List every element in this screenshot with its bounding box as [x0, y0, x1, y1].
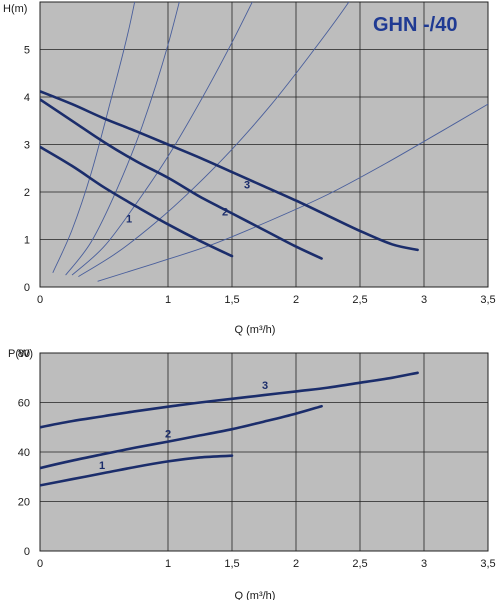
- power-curve-label-2: 2: [165, 429, 171, 441]
- head-x-tick-label: 2,5: [352, 294, 367, 306]
- power-curve-1: [40, 454, 234, 487]
- head-x-tick-label: 1: [165, 294, 171, 306]
- power-x-axis-title: Q (m³/h): [235, 590, 276, 600]
- power-chart: 0 1 1,5 2 2,5 3 3,5 0 20 40 60 80P(W) Q (m³/h) 1 2 3: [8, 348, 496, 600]
- power-x-tick-label: 3: [421, 558, 427, 570]
- power-series-group: [40, 371, 419, 487]
- head-curve-3: [40, 90, 419, 252]
- head-x-tick-label: 2: [293, 294, 299, 306]
- power-curve-3: [40, 371, 419, 429]
- head-curve-label-1: 1: [126, 213, 132, 225]
- head-system-curve-3: [71, 2, 253, 276]
- head-y-tick-label: 3: [24, 140, 30, 152]
- head-x-tick-label: 1,5: [224, 294, 239, 306]
- head-y-axis-title: H(m): [3, 3, 27, 15]
- head-curve-label-2: 2: [222, 206, 228, 218]
- power-y-tick-label: 40: [18, 447, 30, 459]
- head-y-tick-label: 1: [24, 235, 30, 247]
- power-x-tick-label: 1: [165, 558, 171, 570]
- head-y-tick-label: 0: [24, 282, 30, 294]
- head-x-tick-label: 3,5: [480, 294, 495, 306]
- power-x-tick-label: 2,5: [352, 558, 367, 570]
- power-x-tick-label: 2: [293, 558, 299, 570]
- power-x-tick-label: 3,5: [480, 558, 495, 570]
- power-x-tick-label: 1,5: [224, 558, 239, 570]
- model-title: GHN -/40: [373, 14, 457, 36]
- head-y-tick-label: 5: [24, 45, 30, 57]
- power-x-tick-label: 0: [37, 558, 43, 570]
- power-y-tick-label: 60: [18, 398, 30, 410]
- head-chart: 0 1 1,5 2 2,5 3 3,5 0 1 2 3 4 5 H(m) Q (m³/h) 1 2 3: [3, 1, 496, 336]
- power-curve-label-3: 3: [262, 380, 268, 392]
- head-y-tick-label: 2: [24, 187, 30, 199]
- head-system-curve-2: [65, 2, 180, 276]
- power-curve-label-1: 1: [99, 460, 105, 472]
- power-curve-2: [40, 404, 323, 470]
- head-x-axis-title: Q (m³/h): [235, 324, 276, 336]
- head-system-curve-1: [52, 2, 136, 273]
- head-x-tick-label: 3: [421, 294, 427, 306]
- power-y-tick-label: 0: [24, 546, 30, 558]
- head-curve-1: [40, 145, 234, 258]
- head-curve-label-3: 3: [244, 179, 250, 191]
- head-x-tick-label: 0: [37, 294, 43, 306]
- power-y-tick-label: 20: [18, 497, 30, 509]
- head-series-group: [40, 2, 488, 282]
- head-curve-2: [40, 98, 323, 260]
- power-y-axis-title: P(W): [8, 348, 33, 360]
- head-system-curve-4: [78, 2, 350, 277]
- power-y-tick-label: 80: [18, 348, 30, 360]
- head-y-tick-label: 4: [24, 92, 30, 104]
